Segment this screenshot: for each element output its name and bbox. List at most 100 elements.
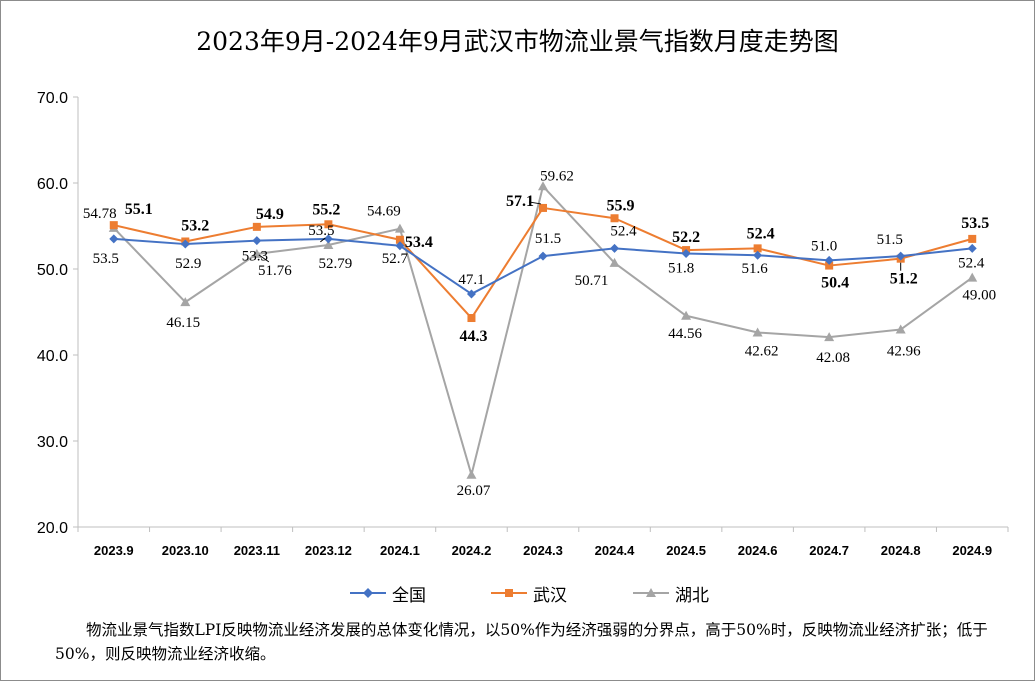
- data-point-wuhan: [467, 314, 476, 323]
- x-tick-label: 2024.8: [881, 543, 921, 558]
- data-label-national: 51.0: [811, 238, 837, 254]
- data-label-national: 53.5: [308, 223, 334, 239]
- data-point-wuhan: [610, 214, 619, 223]
- data-label-national: 52.9: [175, 256, 201, 272]
- data-point-hubei: [323, 240, 334, 250]
- data-point-national: [824, 255, 834, 265]
- data-point-wuhan: [395, 235, 404, 244]
- data-point-wuhan: [825, 261, 834, 270]
- data-point-national: [109, 234, 119, 244]
- y-tick-label: 40.0: [37, 348, 68, 365]
- data-label-wuhan: 57.1: [506, 193, 534, 210]
- x-tick-label: 2023.11: [234, 543, 280, 558]
- data-point-national: [681, 249, 691, 259]
- x-tick-label: 2024.4: [595, 543, 636, 558]
- data-label-hubei: 46.15: [166, 315, 200, 331]
- data-point-wuhan: [753, 244, 762, 253]
- data-label-wuhan: 54.9: [256, 206, 284, 223]
- data-point-hubei: [466, 469, 477, 479]
- data-label-wuhan: 53.4: [405, 234, 433, 251]
- data-point-hubei: [394, 223, 405, 233]
- data-point-national: [180, 239, 190, 249]
- data-label-wuhan: 55.9: [607, 197, 635, 214]
- data-label-hubei: 54.78: [83, 206, 117, 222]
- data-label-national: 51.6: [741, 261, 768, 277]
- data-point-national: [395, 241, 405, 251]
- chart-title: 2023年9月-2024年9月武汉市物流业景气指数月度走势图: [196, 27, 839, 56]
- data-label-hubei: 51.76: [258, 263, 292, 279]
- x-tick-label: 2024.9: [952, 543, 992, 558]
- x-tick-label: 2024.3: [523, 543, 563, 558]
- data-point-national: [896, 251, 906, 261]
- data-point-national: [753, 250, 763, 260]
- data-point-hubei: [895, 324, 906, 334]
- data-label-wuhan: 55.1: [125, 201, 153, 218]
- y-tick-label: 30.0: [37, 434, 68, 451]
- legend-item-wuhan: 武汉: [491, 580, 567, 606]
- data-label-national: 52.4: [610, 223, 637, 239]
- leader-line: [258, 254, 270, 263]
- x-tick-label: 2023.12: [305, 543, 352, 558]
- data-point-hubei: [752, 327, 763, 337]
- legend-marker-hubei: [633, 588, 669, 597]
- data-label-wuhan: 52.2: [672, 229, 700, 246]
- data-label-wuhan: 55.2: [312, 201, 340, 218]
- data-label-hubei: 54.69: [367, 204, 401, 220]
- data-label-wuhan: 50.4: [821, 275, 849, 292]
- data-point-national: [538, 251, 548, 261]
- y-tick-label: 50.0: [37, 262, 68, 279]
- data-label-national: 53.3: [242, 249, 268, 265]
- data-point-hubei: [180, 297, 191, 307]
- data-label-hubei: 44.56: [668, 326, 702, 342]
- data-label-national: 51.5: [877, 232, 903, 248]
- leader-line: [528, 201, 542, 205]
- x-tick-label: 2024.2: [452, 543, 492, 558]
- legend-marker-wuhan: [491, 589, 527, 597]
- data-point-hubei: [681, 310, 692, 320]
- x-tick-label: 2024.6: [738, 543, 778, 558]
- data-label-wuhan: 52.4: [747, 225, 775, 242]
- legend-label-hubei: 湖北: [675, 585, 709, 606]
- data-label-national: 53.5: [93, 251, 119, 267]
- data-label-hubei: 50.71: [575, 273, 609, 289]
- data-label-wuhan: 44.3: [459, 328, 487, 345]
- data-label-hubei: 42.08: [816, 350, 850, 366]
- data-point-wuhan: [968, 234, 977, 243]
- data-label-hubei: 42.96: [887, 344, 921, 360]
- data-point-national: [466, 289, 476, 299]
- data-point-national: [967, 243, 977, 253]
- data-label-national: 52.7: [382, 251, 409, 267]
- legend-item-national: 全国: [350, 580, 426, 606]
- data-label-national: 51.8: [668, 261, 694, 277]
- data-label-wuhan: 53.2: [181, 217, 209, 234]
- data-point-wuhan: [539, 203, 547, 212]
- data-label-wuhan: 51.2: [890, 271, 918, 288]
- data-point-wuhan: [109, 221, 118, 230]
- x-tick-label: 2024.1: [380, 543, 420, 558]
- data-label-hubei: 59.62: [540, 168, 574, 184]
- legend-item-hubei: 湖北: [633, 580, 709, 606]
- data-label-hubei: 52.79: [319, 256, 353, 272]
- data-label-national: 47.1: [458, 272, 484, 288]
- data-label-national: 52.4: [958, 255, 985, 271]
- legend-label-wuhan: 武汉: [533, 585, 567, 606]
- x-tick-label: 2024.7: [809, 543, 849, 558]
- data-label-hubei: 26.07: [457, 483, 491, 499]
- data-point-national: [610, 243, 620, 253]
- data-point-hubei: [967, 272, 978, 282]
- leader-line: [320, 237, 326, 243]
- footnote: 物流业景气指数LPI反映物流业经济发展的总体变化情况，以50%作为经济强弱的分界…: [55, 621, 988, 663]
- data-label-national: 51.5: [535, 231, 561, 247]
- legend-marker-national: [350, 588, 386, 598]
- data-point-wuhan: [324, 220, 333, 229]
- x-tick-label: 2024.5: [666, 543, 706, 558]
- data-point-hubei: [609, 257, 620, 267]
- data-point-wuhan: [252, 222, 261, 231]
- y-tick-label: 20.0: [37, 520, 68, 537]
- data-label-wuhan: 53.5: [961, 215, 989, 232]
- y-tick-label: 70.0: [37, 90, 68, 107]
- y-tick-label: 60.0: [37, 176, 68, 193]
- x-tick-label: 2023.10: [162, 543, 209, 558]
